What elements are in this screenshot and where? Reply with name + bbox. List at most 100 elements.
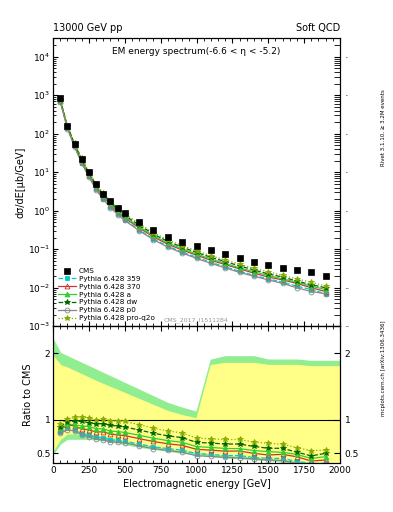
Pythia 6.428 pro-q2o — [115, 205, 120, 211]
Text: 13000 GeV pp: 13000 GeV pp — [53, 23, 123, 33]
Line: Pythia 6.428 dw: Pythia 6.428 dw — [57, 97, 329, 290]
Pythia 6.428 pro-q2o — [323, 283, 328, 289]
Pythia 6.428 pro-q2o — [309, 279, 314, 285]
Pythia 6.428 pro-q2o — [295, 276, 299, 282]
Pythia 6.428 370 — [266, 274, 270, 280]
Pythia 6.428 p0 — [101, 197, 106, 203]
Pythia 6.428 370 — [165, 241, 170, 247]
Pythia 6.428 p0 — [115, 211, 120, 218]
Pythia 6.428 p0 — [266, 277, 270, 283]
Pythia 6.428 359 — [72, 143, 77, 150]
Pythia 6.428 dw — [115, 206, 120, 212]
Text: mcplots.cern.ch [arXiv:1306.3436]: mcplots.cern.ch [arXiv:1306.3436] — [381, 321, 386, 416]
CMS — [151, 227, 156, 233]
Pythia 6.428 p0 — [323, 291, 328, 297]
Pythia 6.428 a — [309, 283, 314, 289]
Pythia 6.428 a — [101, 193, 106, 199]
Pythia 6.428 a — [115, 208, 120, 214]
Pythia 6.428 359 — [115, 211, 120, 217]
Pythia 6.428 pro-q2o — [65, 122, 70, 129]
Pythia 6.428 359 — [223, 264, 228, 270]
Pythia 6.428 dw — [65, 123, 70, 130]
Pythia 6.428 p0 — [123, 218, 127, 224]
CMS — [86, 169, 91, 175]
Pythia 6.428 pro-q2o — [86, 169, 91, 175]
X-axis label: Electromagnetic energy [GeV]: Electromagnetic energy [GeV] — [123, 479, 270, 489]
Pythia 6.428 dw — [280, 274, 285, 280]
Pythia 6.428 pro-q2o — [194, 248, 199, 254]
Pythia 6.428 dw — [266, 271, 270, 277]
CMS — [137, 219, 141, 225]
Pythia 6.428 359 — [295, 283, 299, 289]
Pythia 6.428 dw — [194, 249, 199, 255]
Line: Pythia 6.428 370: Pythia 6.428 370 — [58, 98, 328, 294]
Pythia 6.428 p0 — [165, 244, 170, 250]
Legend: CMS, Pythia 6.428 359, Pythia 6.428 370, Pythia 6.428 a, Pythia 6.428 dw, Pythia: CMS, Pythia 6.428 359, Pythia 6.428 370,… — [57, 267, 156, 323]
Pythia 6.428 pro-q2o — [58, 96, 62, 102]
Pythia 6.428 a — [86, 171, 91, 177]
Line: CMS: CMS — [57, 95, 329, 280]
Pythia 6.428 dw — [108, 199, 113, 205]
Line: Pythia 6.428 359: Pythia 6.428 359 — [58, 99, 328, 296]
Pythia 6.428 pro-q2o — [180, 243, 185, 249]
Pythia 6.428 p0 — [72, 144, 77, 150]
CMS — [115, 205, 120, 211]
Pythia 6.428 dw — [208, 254, 213, 260]
Pythia 6.428 p0 — [309, 288, 314, 294]
Pythia 6.428 370 — [309, 285, 314, 291]
CMS — [309, 269, 314, 275]
Pythia 6.428 359 — [237, 268, 242, 274]
Pythia 6.428 dw — [323, 285, 328, 291]
Pythia 6.428 370 — [252, 270, 256, 276]
Pythia 6.428 359 — [123, 217, 127, 223]
Text: CMS_2017_I1511284: CMS_2017_I1511284 — [164, 318, 229, 324]
Pythia 6.428 dw — [237, 263, 242, 269]
Pythia 6.428 dw — [86, 170, 91, 176]
Pythia 6.428 p0 — [180, 250, 185, 256]
Pythia 6.428 359 — [137, 227, 141, 233]
Pythia 6.428 p0 — [194, 255, 199, 262]
Pythia 6.428 370 — [115, 209, 120, 215]
Pythia 6.428 a — [165, 240, 170, 246]
Pythia 6.428 a — [65, 124, 70, 130]
Pythia 6.428 359 — [280, 279, 285, 285]
Pythia 6.428 a — [266, 272, 270, 279]
Pythia 6.428 a — [72, 142, 77, 148]
Pythia 6.428 a — [208, 256, 213, 262]
Pythia 6.428 370 — [94, 184, 99, 190]
Pythia 6.428 dw — [137, 222, 141, 228]
CMS — [65, 123, 70, 129]
Pythia 6.428 a — [58, 97, 62, 103]
Pythia 6.428 pro-q2o — [108, 198, 113, 204]
Pythia 6.428 p0 — [280, 280, 285, 286]
Pythia 6.428 359 — [194, 254, 199, 260]
Line: Pythia 6.428 pro-q2o: Pythia 6.428 pro-q2o — [57, 96, 329, 289]
Pythia 6.428 370 — [58, 98, 62, 104]
CMS — [295, 267, 299, 273]
Pythia 6.428 370 — [223, 262, 228, 268]
Pythia 6.428 370 — [123, 215, 127, 221]
Pythia 6.428 370 — [86, 172, 91, 178]
CMS — [223, 251, 228, 257]
Pythia 6.428 359 — [151, 236, 156, 242]
Pythia 6.428 p0 — [252, 273, 256, 279]
Pythia 6.428 pro-q2o — [252, 265, 256, 271]
CMS — [323, 273, 328, 279]
Pythia 6.428 p0 — [94, 186, 99, 193]
Pythia 6.428 370 — [194, 252, 199, 259]
Pythia 6.428 dw — [180, 244, 185, 250]
CMS — [237, 255, 242, 262]
Pythia 6.428 a — [123, 214, 127, 220]
Pythia 6.428 370 — [108, 202, 113, 208]
Pythia 6.428 p0 — [58, 99, 62, 105]
Pythia 6.428 370 — [79, 159, 84, 165]
Pythia 6.428 pro-q2o — [237, 261, 242, 267]
Pythia 6.428 359 — [108, 204, 113, 210]
Pythia 6.428 359 — [208, 259, 213, 265]
Pythia 6.428 p0 — [65, 125, 70, 132]
CMS — [79, 156, 84, 162]
Pythia 6.428 pro-q2o — [101, 190, 106, 196]
Pythia 6.428 a — [194, 251, 199, 257]
Pythia 6.428 pro-q2o — [72, 140, 77, 146]
Pythia 6.428 p0 — [295, 285, 299, 291]
